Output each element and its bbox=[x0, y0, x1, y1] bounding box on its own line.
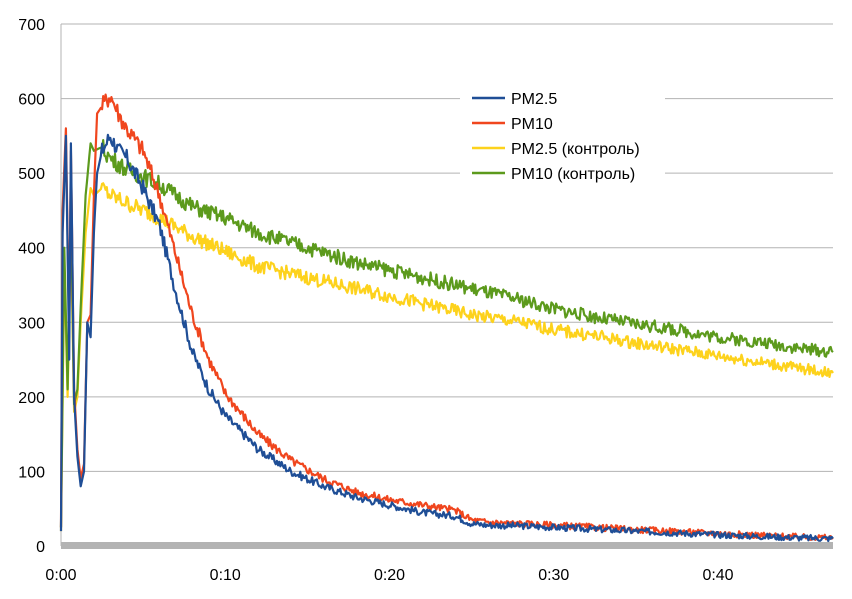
y-tick-label: 400 bbox=[18, 241, 45, 258]
plot-floor bbox=[61, 542, 833, 549]
y-tick-label: 500 bbox=[18, 166, 45, 183]
series-line-0 bbox=[59, 133, 834, 543]
legend-label-3: PM10 (контроль) bbox=[511, 166, 635, 183]
y-tick-label: 300 bbox=[18, 315, 45, 332]
x-tick-label: 0:10 bbox=[210, 567, 241, 584]
x-axis-floor-band bbox=[61, 542, 833, 549]
legend: PM2.5 PM10 PM2.5 (контроль) PM10 (контроль) bbox=[460, 83, 665, 187]
y-tick-label: 600 bbox=[18, 92, 45, 109]
series-layer bbox=[59, 93, 834, 543]
series-line-2 bbox=[59, 182, 834, 532]
x-axis-ticks: 0:00 0:10 0:20 0:30 0:40 bbox=[45, 567, 733, 584]
legend-label-0: PM2.5 bbox=[511, 91, 557, 108]
x-tick-label: 0:20 bbox=[374, 567, 405, 584]
series-line-3 bbox=[59, 139, 834, 528]
y-tick-label: 700 bbox=[18, 17, 45, 34]
x-tick-label: 0:00 bbox=[45, 567, 76, 584]
legend-label-1: PM10 bbox=[511, 116, 553, 133]
legend-label-2: PM2.5 (контроль) bbox=[511, 141, 640, 158]
gridlines bbox=[61, 23, 833, 472]
series-line-1 bbox=[59, 93, 834, 541]
x-tick-label: 0:40 bbox=[702, 567, 733, 584]
x-tick-label: 0:30 bbox=[538, 567, 569, 584]
y-tick-label: 100 bbox=[18, 464, 45, 481]
y-axis-ticks: 0 100 200 300 400 500 600 700 bbox=[18, 17, 45, 556]
y-tick-label: 0 bbox=[36, 539, 45, 556]
y-tick-label: 200 bbox=[18, 390, 45, 407]
legend-box bbox=[460, 83, 665, 187]
